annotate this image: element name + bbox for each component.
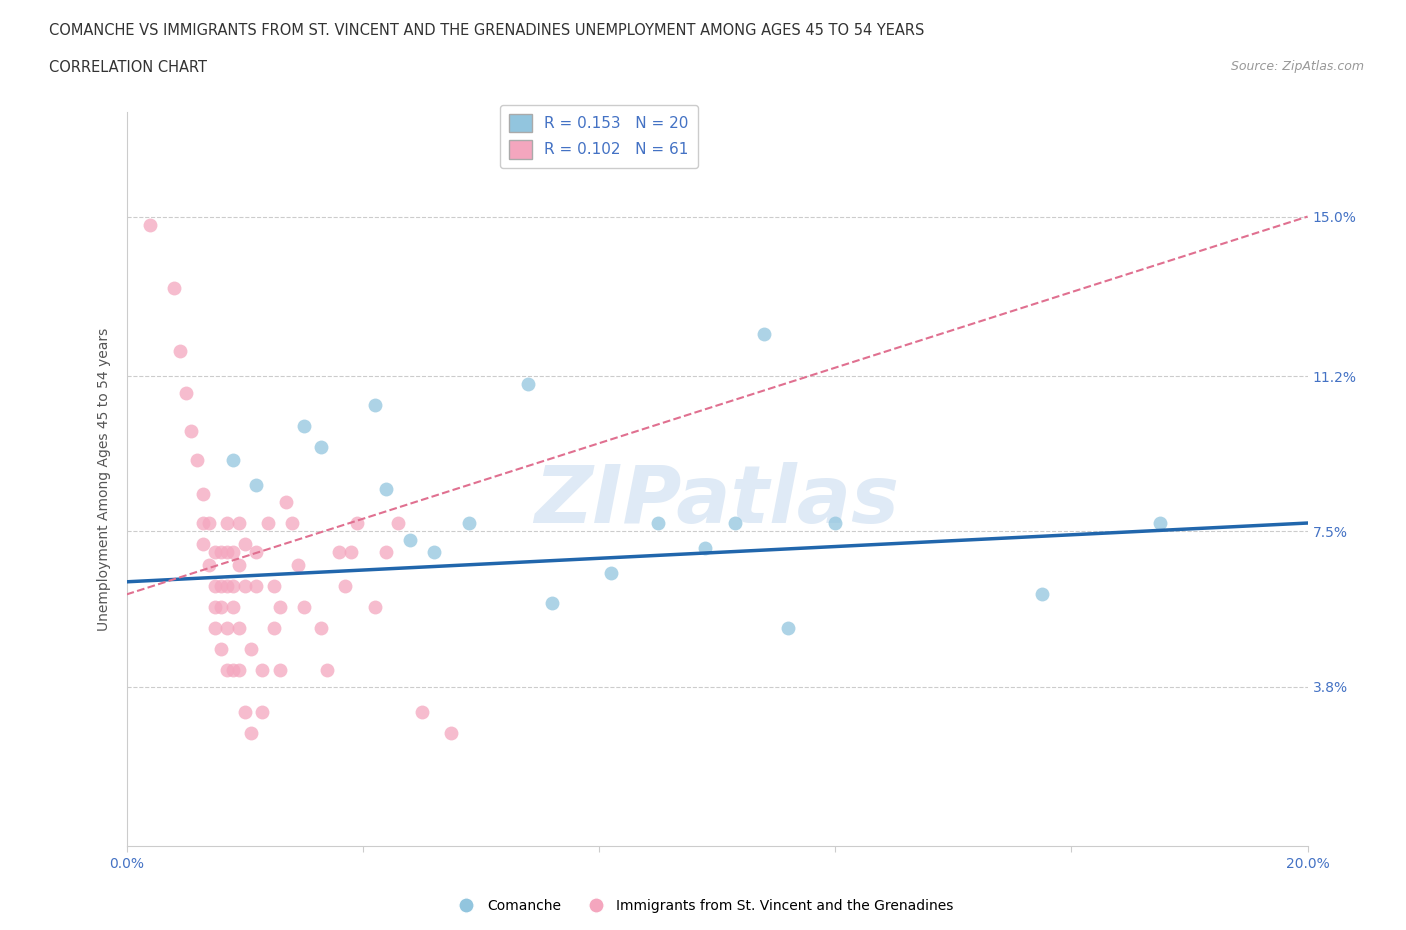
Point bbox=[228, 558, 250, 573]
Point bbox=[387, 515, 409, 530]
Point bbox=[287, 558, 309, 573]
Point bbox=[215, 620, 238, 635]
Point bbox=[328, 545, 350, 560]
Point bbox=[198, 558, 221, 573]
Point bbox=[422, 545, 444, 560]
Point bbox=[228, 515, 250, 530]
Point bbox=[252, 705, 274, 720]
Point bbox=[257, 515, 280, 530]
Point bbox=[363, 398, 385, 413]
Point bbox=[263, 578, 285, 593]
Point bbox=[215, 545, 238, 560]
Y-axis label: Unemployment Among Ages 45 to 54 years: Unemployment Among Ages 45 to 54 years bbox=[97, 327, 111, 631]
Text: Source: ZipAtlas.com: Source: ZipAtlas.com bbox=[1230, 60, 1364, 73]
Point bbox=[363, 600, 385, 615]
Point bbox=[209, 600, 232, 615]
Point bbox=[1149, 515, 1171, 530]
Legend: R = 0.153   N = 20, R = 0.102   N = 61: R = 0.153 N = 20, R = 0.102 N = 61 bbox=[501, 104, 697, 167]
Point bbox=[245, 478, 267, 493]
Point bbox=[458, 515, 481, 530]
Point bbox=[209, 545, 232, 560]
Text: CORRELATION CHART: CORRELATION CHART bbox=[49, 60, 207, 75]
Point bbox=[139, 218, 162, 232]
Point bbox=[316, 662, 339, 677]
Point bbox=[222, 662, 245, 677]
Point bbox=[1031, 587, 1053, 602]
Point bbox=[824, 515, 846, 530]
Point bbox=[333, 578, 356, 593]
Point bbox=[252, 662, 274, 677]
Point bbox=[215, 578, 238, 593]
Point bbox=[292, 419, 315, 434]
Point bbox=[215, 662, 238, 677]
Point bbox=[274, 495, 297, 510]
Text: ZIPatlas: ZIPatlas bbox=[534, 462, 900, 540]
Point bbox=[647, 515, 669, 530]
Point bbox=[204, 545, 226, 560]
Point bbox=[311, 440, 333, 455]
Point bbox=[228, 662, 250, 677]
Point bbox=[198, 515, 221, 530]
Point bbox=[263, 620, 285, 635]
Point bbox=[340, 545, 363, 560]
Point bbox=[209, 642, 232, 657]
Point bbox=[228, 620, 250, 635]
Point bbox=[222, 545, 245, 560]
Point bbox=[233, 705, 256, 720]
Point bbox=[695, 540, 717, 555]
Point bbox=[269, 600, 291, 615]
Point bbox=[186, 453, 208, 468]
Point bbox=[311, 620, 333, 635]
Point bbox=[222, 453, 245, 468]
Point bbox=[193, 537, 215, 551]
Point bbox=[233, 578, 256, 593]
Point bbox=[163, 281, 186, 296]
Point bbox=[209, 578, 232, 593]
Legend: Comanche, Immigrants from St. Vincent and the Grenadines: Comanche, Immigrants from St. Vincent an… bbox=[447, 894, 959, 919]
Point bbox=[599, 566, 621, 581]
Point bbox=[193, 515, 215, 530]
Point bbox=[245, 578, 267, 593]
Point bbox=[204, 578, 226, 593]
Point bbox=[245, 545, 267, 560]
Point bbox=[375, 545, 398, 560]
Point bbox=[411, 705, 433, 720]
Point bbox=[269, 662, 291, 677]
Point bbox=[169, 343, 191, 358]
Point bbox=[174, 385, 197, 400]
Point bbox=[233, 537, 256, 551]
Point bbox=[776, 620, 799, 635]
Point bbox=[540, 595, 562, 610]
Point bbox=[399, 532, 422, 547]
Point bbox=[239, 725, 262, 740]
Point bbox=[375, 482, 398, 497]
Point bbox=[292, 600, 315, 615]
Point bbox=[724, 515, 747, 530]
Point bbox=[222, 600, 245, 615]
Point bbox=[222, 578, 245, 593]
Point bbox=[215, 515, 238, 530]
Point bbox=[440, 725, 463, 740]
Text: COMANCHE VS IMMIGRANTS FROM ST. VINCENT AND THE GRENADINES UNEMPLOYMENT AMONG AG: COMANCHE VS IMMIGRANTS FROM ST. VINCENT … bbox=[49, 23, 925, 38]
Point bbox=[204, 600, 226, 615]
Point bbox=[346, 515, 368, 530]
Point bbox=[193, 486, 215, 501]
Point bbox=[239, 642, 262, 657]
Point bbox=[754, 326, 776, 341]
Point bbox=[204, 620, 226, 635]
Point bbox=[517, 377, 540, 392]
Point bbox=[281, 515, 304, 530]
Point bbox=[180, 423, 202, 438]
